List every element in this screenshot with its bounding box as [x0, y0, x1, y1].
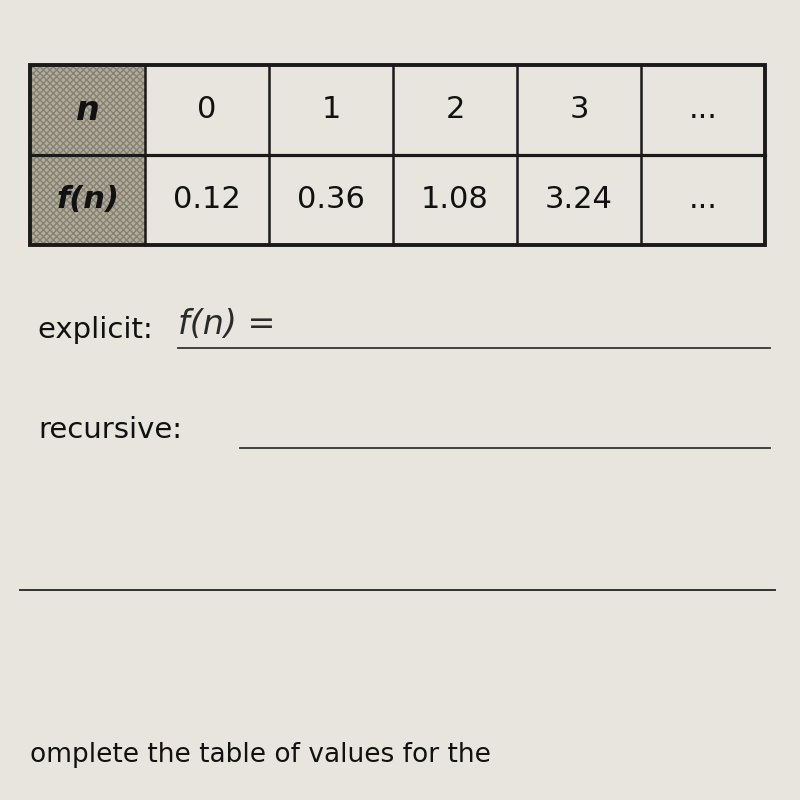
- Bar: [30, 65, 765, 245]
- Text: f(n) =: f(n) =: [178, 307, 275, 341]
- Text: recursive:: recursive:: [38, 416, 182, 444]
- Text: 1: 1: [322, 95, 341, 125]
- Text: 0.36: 0.36: [297, 186, 365, 214]
- Text: 1.08: 1.08: [421, 186, 489, 214]
- Text: f(n): f(n): [56, 186, 119, 214]
- Text: ...: ...: [689, 186, 718, 214]
- Text: 3.24: 3.24: [545, 186, 613, 214]
- Text: ...: ...: [689, 95, 718, 125]
- Text: 0: 0: [198, 95, 217, 125]
- Text: 0.12: 0.12: [173, 186, 241, 214]
- Text: 3: 3: [570, 95, 589, 125]
- Bar: [30, 65, 145, 155]
- Text: explicit:: explicit:: [38, 316, 162, 344]
- Text: 2: 2: [446, 95, 465, 125]
- Bar: [30, 65, 145, 155]
- Bar: [30, 155, 145, 245]
- Text: n: n: [76, 94, 99, 126]
- Text: omplete the table of values for the: omplete the table of values for the: [30, 742, 491, 768]
- Bar: [30, 155, 145, 245]
